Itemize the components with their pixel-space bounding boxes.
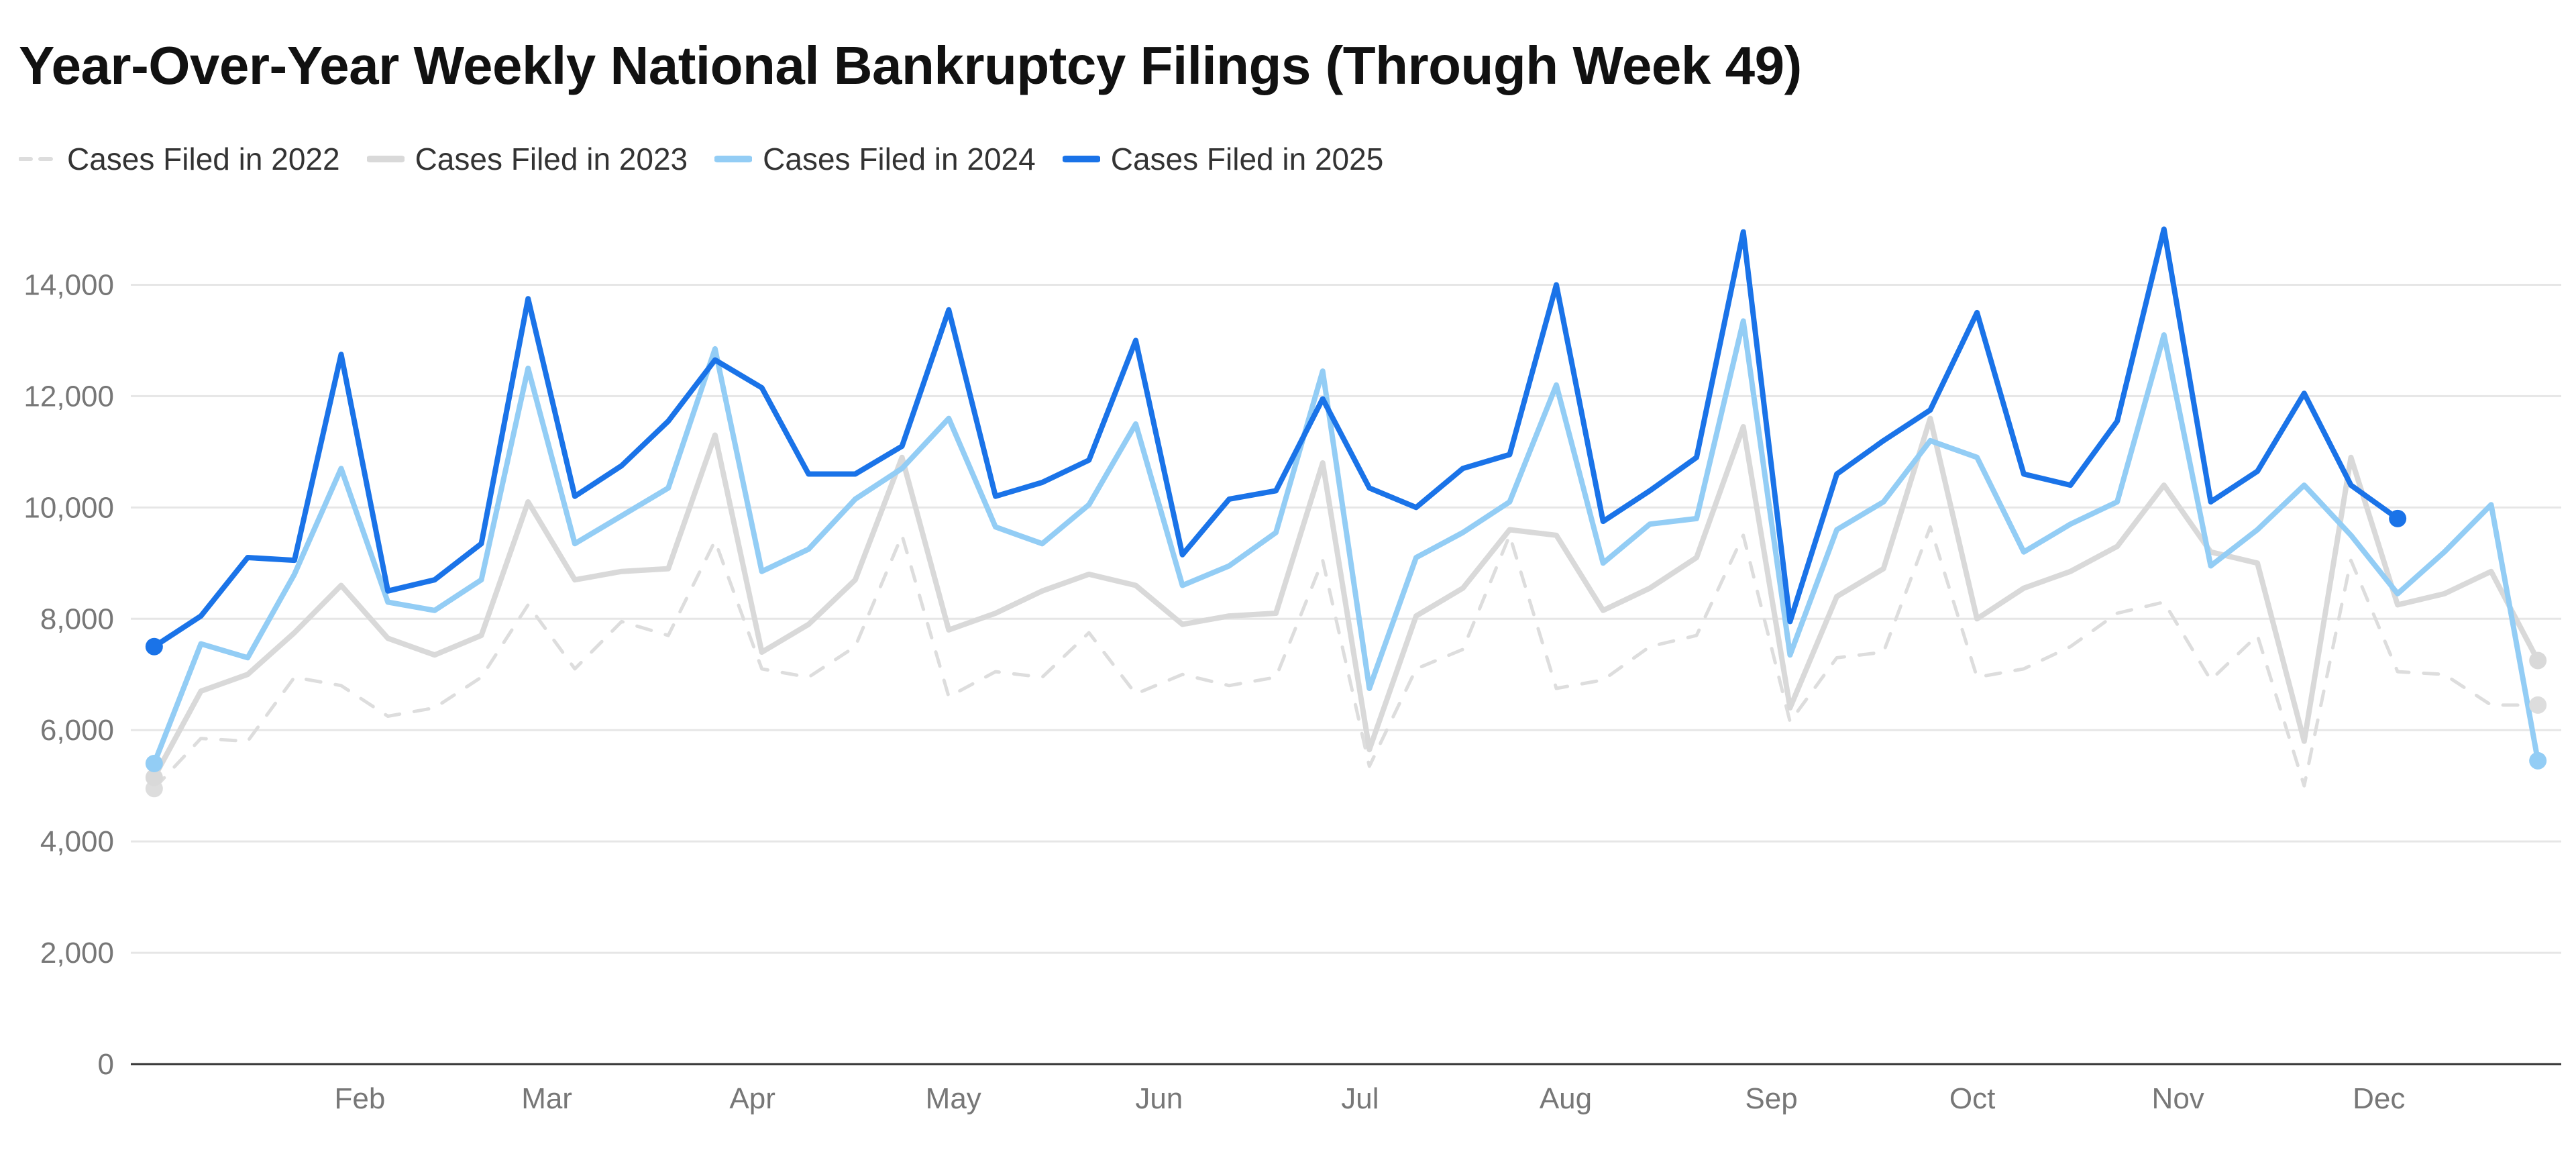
x-tick-label: Dec xyxy=(2353,1082,2405,1115)
series-end-marker xyxy=(2529,751,2547,770)
chart-title: Year-Over-Year Weekly National Bankruptc… xyxy=(19,36,1802,95)
legend-item-2022: Cases Filed in 2022 xyxy=(19,141,340,177)
series-lines xyxy=(151,226,2541,790)
x-tick-label: Oct xyxy=(1949,1082,1995,1115)
series-line-1 xyxy=(152,525,2540,790)
series-end-marker xyxy=(2389,509,2407,527)
x-tick-label: Mar xyxy=(521,1082,572,1115)
x-tick-label: May xyxy=(926,1082,981,1115)
legend-item-2024: Cases Filed in 2024 xyxy=(714,141,1036,177)
y-tick-label: 12,000 xyxy=(23,380,114,413)
y-tick-label: 14,000 xyxy=(23,268,114,301)
x-tick-label: Aug xyxy=(1540,1082,1592,1115)
y-tick-label: 4,000 xyxy=(40,825,114,858)
series-line-2 xyxy=(151,415,2541,780)
legend-swatch-2024 xyxy=(714,156,753,162)
series-line-4 xyxy=(151,226,2401,649)
x-tick-label: Feb xyxy=(334,1082,385,1115)
chart-legend: Cases Filed in 2022 Cases Filed in 2023 … xyxy=(19,138,1410,180)
legend-label-2023: Cases Filed in 2023 xyxy=(415,142,688,176)
series-start-marker xyxy=(145,768,163,786)
x-tick-label: Nov xyxy=(2152,1082,2204,1115)
x-tick-label: Jul xyxy=(1341,1082,1379,1115)
y-tick-label: 0 xyxy=(98,1048,114,1081)
series-end-markers xyxy=(145,509,2547,798)
series-end-marker xyxy=(2529,696,2547,714)
legend-label-2025: Cases Filed in 2025 xyxy=(1110,142,1384,176)
x-axis-tick-labels: Feb Mar Apr May Jun Jul Aug Sep Oct Nov Dec xyxy=(334,1082,2405,1115)
legend-item-2025: Cases Filed in 2025 xyxy=(1062,141,1384,177)
legend-label-2022: Cases Filed in 2022 xyxy=(67,142,340,176)
y-tick-label: 2,000 xyxy=(40,937,114,970)
legend-label-2024: Cases Filed in 2024 xyxy=(763,142,1036,176)
legend-swatch-2025 xyxy=(1062,156,1100,162)
y-tick-label: 10,000 xyxy=(23,491,114,524)
legend-item-2023: Cases Filed in 2023 xyxy=(366,141,688,177)
x-tick-label: Sep xyxy=(1745,1082,1797,1115)
grid-lines xyxy=(131,283,2561,1065)
y-tick-label: 8,000 xyxy=(40,603,114,635)
y-tick-label: 6,000 xyxy=(40,714,114,747)
series-start-marker xyxy=(145,637,163,656)
x-tick-label: Apr xyxy=(729,1082,775,1115)
x-tick-label: Jun xyxy=(1135,1082,1183,1115)
series-end-marker xyxy=(2529,651,2547,670)
series-start-marker xyxy=(145,754,163,772)
series-line-3 xyxy=(151,318,2541,766)
y-axis-tick-labels: 0 2,000 4,000 6,000 8,000 10,000 12,000 14,000 xyxy=(23,268,114,1081)
legend-swatch-2022 xyxy=(19,157,56,161)
legend-swatch-2023 xyxy=(366,156,405,162)
